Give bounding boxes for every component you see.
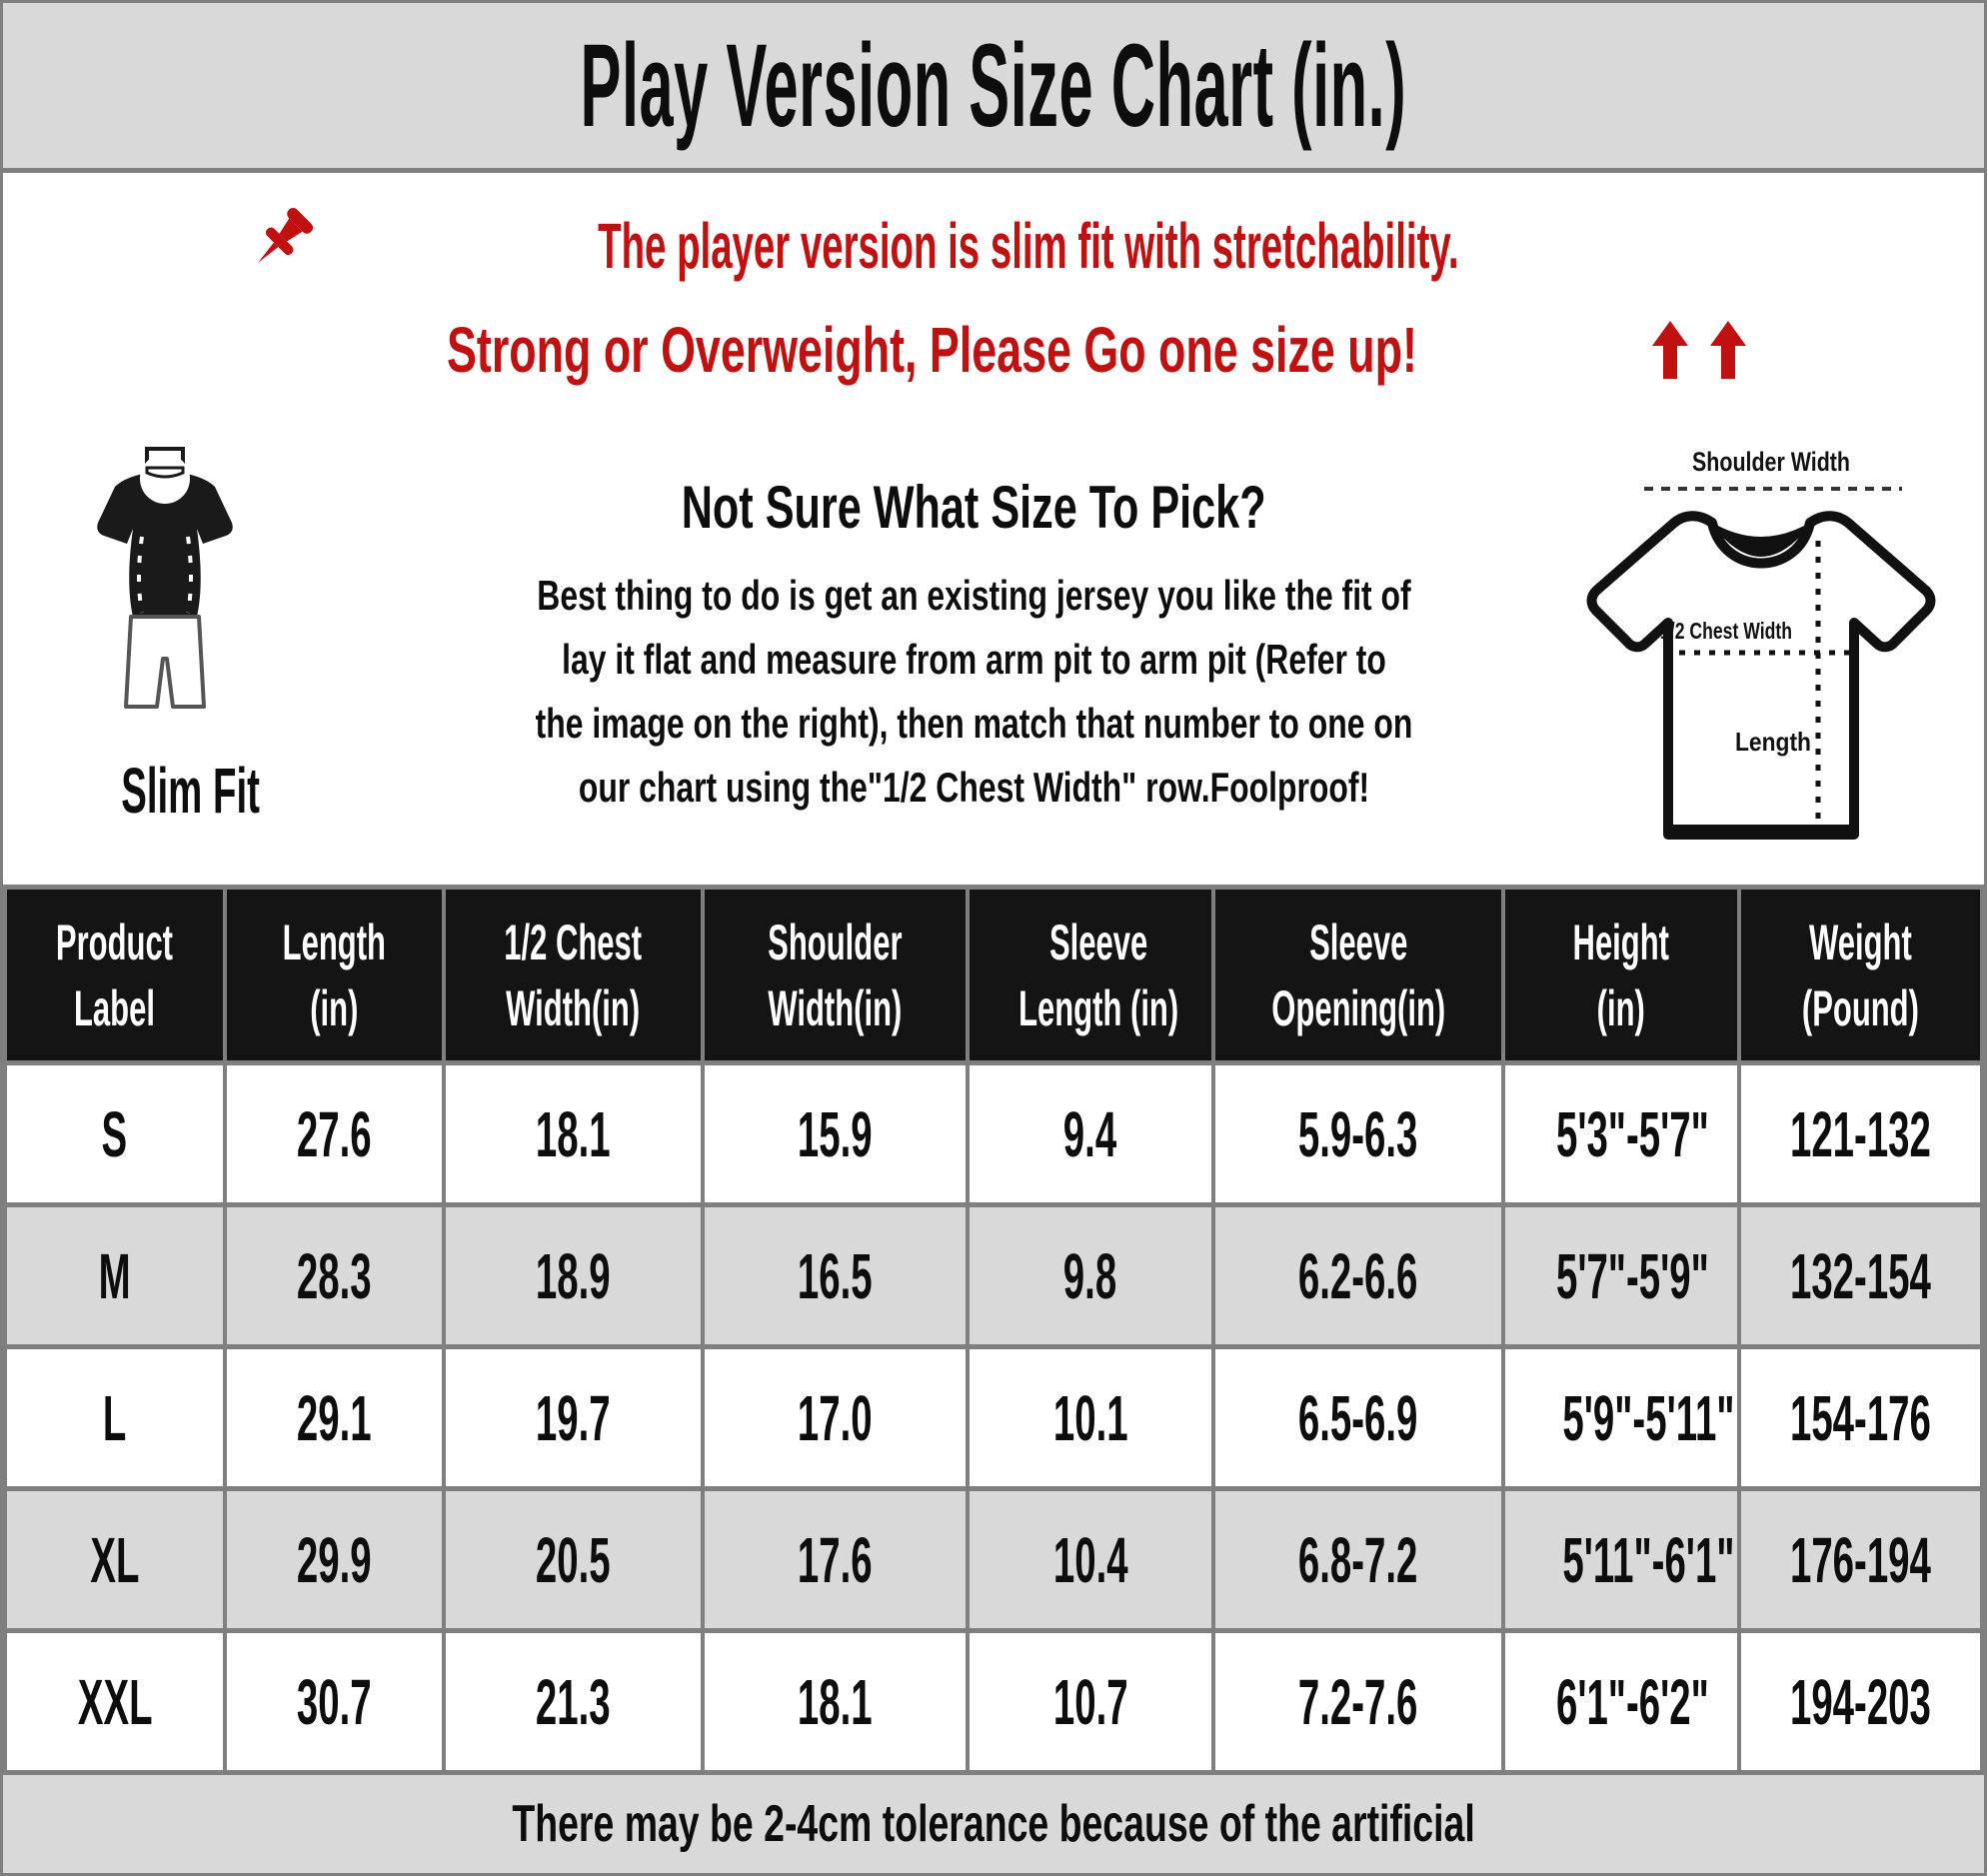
size-label-cell: S [3, 1060, 227, 1207]
up-arrow-icon [1652, 321, 1689, 379]
size-cell: 21.3 [442, 1628, 706, 1775]
header-cell-sleeve-length: Sleeve Length (in) [966, 885, 1215, 1065]
size-cell: 6.2-6.6 [1210, 1202, 1506, 1349]
size-cell: 17.6 [701, 1486, 971, 1633]
header-cell-sleeve-opening: Sleeve Opening(in) [1210, 885, 1506, 1065]
size-help-body: Best thing to do is get an existing jers… [535, 572, 1412, 811]
size-cell: 15.9 [701, 1060, 971, 1207]
size-cell: 5'9"-5'11" [1501, 1344, 1741, 1491]
size-cell: 28.3 [222, 1202, 447, 1349]
size-help-heading: Not Sure What Size To Pick? [681, 474, 1266, 541]
size-cell: 132-154 [1736, 1202, 1984, 1349]
header-cell-height: Height (in) [1501, 885, 1741, 1065]
size-help: Not Sure What Size To Pick? Best thing t… [393, 473, 1554, 820]
header-cell-product-label: Product Label [3, 885, 227, 1065]
up-arrow-icon [1710, 321, 1747, 379]
size-cell: 154-176 [1736, 1344, 1984, 1491]
size-cell: 18.1 [442, 1060, 706, 1207]
note-line-1: The player version is slim fit with stre… [3, 201, 1984, 291]
size-cell: 121-132 [1736, 1060, 1984, 1207]
size-label-cell: XXL [3, 1628, 227, 1775]
middle-section: The player version is slim fit with stre… [3, 173, 1984, 885]
size-row-l: L 29.1 19.7 17.0 10.1 6.5-6.9 5'9"-5'11"… [3, 1344, 1984, 1491]
size-cell: 5'7"-5'9" [1501, 1202, 1741, 1349]
slim-fit-label: Slim Fit [121, 755, 260, 827]
size-row-m: M 28.3 18.9 16.5 9.8 6.2-6.6 5'7"-5'9" 1… [3, 1202, 1984, 1349]
size-cell: 30.7 [222, 1628, 447, 1775]
size-row-s: S 27.6 18.1 15.9 9.4 5.9-6.3 5'3"-5'7" 1… [3, 1060, 1984, 1207]
size-row-xxl: XXL 30.7 21.3 18.1 10.7 7.2-7.6 6'1"-6'2… [3, 1628, 1984, 1775]
tshirt-diagram-icon: Shoulder Width 1/2 Chest Width Length [1586, 447, 1936, 840]
size-cell: 7.2-7.6 [1210, 1628, 1506, 1775]
size-cell: 10.4 [966, 1486, 1215, 1633]
size-cell: 10.1 [966, 1344, 1215, 1491]
size-cell: 18.9 [442, 1202, 706, 1349]
size-cell: 29.1 [222, 1344, 447, 1491]
size-table-header-row: Product Label Length (in) 1/2 Chest Widt… [3, 885, 1984, 1065]
size-cell: 6'1"-6'2" [1501, 1628, 1741, 1775]
size-cell: 10.7 [966, 1628, 1215, 1775]
slim-fit-figure: Slim Fit [75, 445, 260, 828]
size-cell: 9.8 [966, 1202, 1215, 1349]
note-line-1-text: The player version is slim fit with stre… [598, 210, 1459, 282]
size-cell: 6.8-7.2 [1210, 1486, 1506, 1633]
size-cell: 194-203 [1736, 1628, 1984, 1775]
shoulder-width-label: Shoulder Width [1692, 447, 1850, 477]
chest-width-label: 1/2 Chest Width [1660, 618, 1792, 644]
pushpin-icon [258, 207, 314, 264]
length-label: Length [1735, 727, 1811, 757]
size-cell: 5.9-6.3 [1210, 1060, 1506, 1207]
size-table: Product Label Length (in) 1/2 Chest Widt… [3, 885, 1984, 1775]
size-label-cell: M [3, 1202, 227, 1349]
size-cell: 18.1 [701, 1628, 971, 1775]
header-cell-weight: Weight (Pound) [1736, 885, 1984, 1065]
size-label-cell: L [3, 1344, 227, 1491]
size-cell: 176-194 [1736, 1486, 1984, 1633]
size-cell: 6.5-6.9 [1210, 1344, 1506, 1491]
size-cell: 17.0 [701, 1344, 971, 1491]
footer-bar: There may be 2-4cm tolerance because of … [3, 1775, 1984, 1873]
size-cell: 27.6 [222, 1060, 447, 1207]
note-line-2: Strong or Overweight, Please Go one size… [3, 313, 1984, 387]
size-label-cell: XL [3, 1486, 227, 1633]
size-cell: 19.7 [442, 1344, 706, 1491]
header-cell-half-chest-width: 1/2 Chest Width(in) [442, 885, 706, 1065]
size-cell: 9.4 [966, 1060, 1215, 1207]
header-cell-shoulder-width: Shoulder Width(in) [701, 885, 971, 1065]
size-cell: 20.5 [442, 1486, 706, 1633]
page-title: Play Version Size Chart (in.) [580, 19, 1407, 152]
size-cell: 5'3"-5'7" [1501, 1060, 1741, 1207]
tshirt-diagram: Shoulder Width 1/2 Chest Width Length [1566, 441, 1970, 880]
title-bar: Play Version Size Chart (in.) [3, 3, 1984, 173]
slim-fit-icon [97, 447, 233, 709]
size-row-xl: XL 29.9 20.5 17.6 10.4 6.8-7.2 5'11"-6'1… [3, 1486, 1984, 1633]
header-cell-length: Length (in) [222, 885, 447, 1065]
size-cell: 5'11"-6'1" [1501, 1486, 1741, 1633]
size-cell: 29.9 [222, 1486, 447, 1633]
note-line-2-text: Strong or Overweight, Please Go one size… [446, 314, 1417, 386]
footer-note: There may be 2-4cm tolerance because of … [512, 1795, 1475, 1853]
size-cell: 16.5 [701, 1202, 971, 1349]
